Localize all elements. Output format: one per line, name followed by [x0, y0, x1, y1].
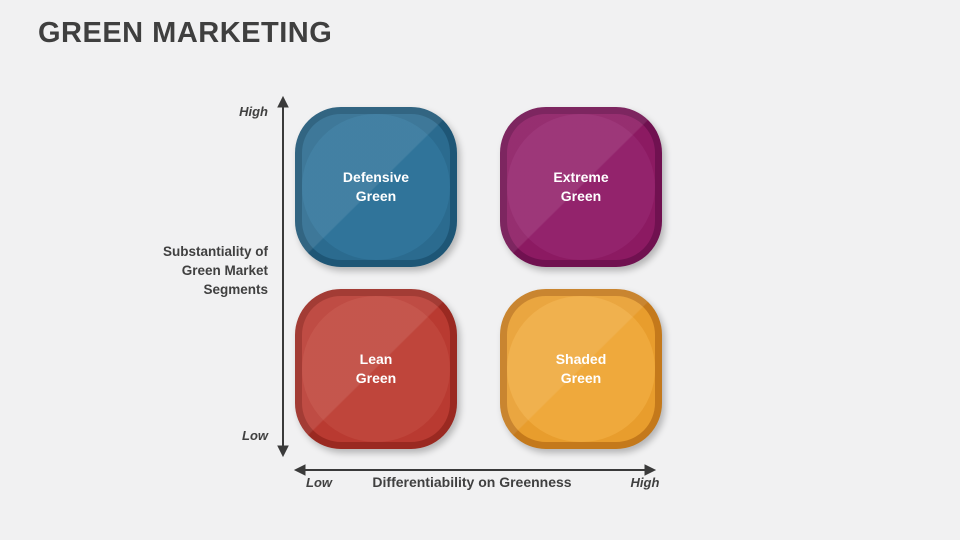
quadrant-shaded-green: Shaded Green — [500, 289, 662, 449]
y-axis-title-line: Green Market — [181, 263, 268, 278]
quadrant-defensive-green: Defensive Green — [295, 107, 457, 267]
quadrant-label: Lean Green — [355, 351, 397, 386]
x-axis-high-label: High — [630, 475, 660, 490]
y-axis-high-label: High — [239, 104, 268, 119]
y-axis-low-label: Low — [242, 428, 268, 443]
quadrant-lean-green: Lean Green — [295, 289, 457, 449]
quadrant-extreme-green: Extreme Green — [500, 107, 662, 267]
quadrant-label: Defensive Green — [342, 169, 410, 204]
y-axis-title: Substantiality of Green Market Segments — [140, 242, 268, 299]
x-axis-title: Differentiability on Greenness — [372, 474, 572, 490]
quadrant-label: Shaded Green — [555, 351, 607, 386]
slide-title: GREEN MARKETING — [38, 17, 333, 49]
y-axis-title-line: Substantiality of — [162, 244, 268, 259]
y-axis-title-line: Segments — [203, 282, 268, 297]
y-axis-arrow — [277, 95, 289, 458]
quadrant-label: Extreme Green — [553, 169, 609, 204]
x-axis-low-label: Low — [306, 475, 332, 490]
